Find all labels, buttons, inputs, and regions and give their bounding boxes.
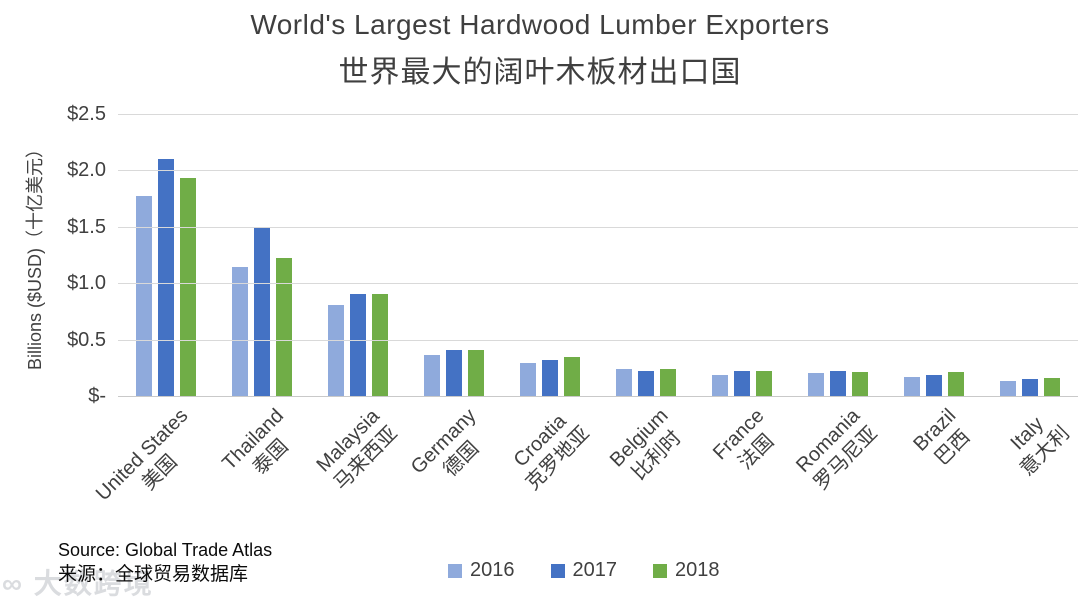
y-tick-label: $0.5 (67, 328, 106, 351)
bar-2016-italy (1000, 381, 1016, 396)
source-text-en: Source: Global Trade Atlas (58, 540, 273, 560)
bar-group-thailand (214, 114, 310, 396)
plot-area (118, 114, 1078, 397)
bar-2017-france (734, 371, 750, 396)
bar-2018-italy (1044, 377, 1060, 396)
source-text-zh: 来源：全球贸易数据库 (58, 564, 249, 586)
chart-subtitle: 世界最大的阔叶木板材出口国 (338, 56, 742, 89)
bar-group-germany (406, 114, 502, 396)
bar-2017-brazil (926, 374, 942, 396)
bar-2018-thailand (276, 258, 292, 396)
bar-2018-brazil (948, 372, 964, 396)
y-tick-label: $1.5 (67, 215, 106, 238)
legend-swatch-2018 (653, 563, 667, 578)
gridline (118, 170, 1078, 172)
bar-group-brazil (886, 114, 982, 396)
bar-2018-belgium (660, 368, 676, 396)
bar-2018-france (756, 371, 772, 396)
legend-swatch-2016 (448, 563, 462, 578)
y-tick-label: $- (88, 385, 106, 407)
bar-2017-croatia (542, 359, 558, 396)
bar-2016-malaysia (328, 304, 344, 396)
bar-group-romania (790, 114, 886, 396)
legend-entry-2016: 2016 (448, 559, 515, 582)
bar-2017-thailand (254, 226, 270, 396)
x-label-italy: Italy 意大利 (998, 404, 1076, 482)
bar-2016-thailand (232, 267, 248, 396)
source-note: Source: Global Trade Atlas 来源：全球贸易数据库 (58, 538, 272, 588)
bar-2018-united-states (180, 178, 196, 396)
x-label-united-states: United States 美国 (91, 404, 211, 524)
bar-groups (118, 114, 1078, 396)
bar-2018-croatia (564, 356, 580, 396)
y-axis-title: Billions ($USD)（十亿美元） (16, 114, 52, 396)
bar-2017-belgium (638, 371, 654, 396)
bar-2017-united-states (158, 159, 174, 396)
x-label-romania: Romania 罗马尼亚 (791, 404, 883, 496)
bar-group-malaysia (310, 114, 406, 396)
gridline (118, 339, 1078, 341)
x-label-malaysia: Malaysia 马来西亚 (311, 404, 403, 496)
chart-title: World's Largest Hardwood Lumber Exporter… (250, 9, 830, 40)
bar-2017-germany (446, 349, 462, 396)
bar-2017-romania (830, 371, 846, 396)
gridline (118, 114, 1078, 115)
bar-2016-germany (424, 355, 440, 396)
bar-group-italy (982, 114, 1078, 396)
x-label-croatia: Croatia 克罗地亚 (503, 404, 595, 496)
x-label-france: France 法国 (708, 404, 787, 483)
legend-swatch-2017 (550, 563, 565, 578)
bar-2016-france (712, 374, 728, 396)
bar-2017-italy (1022, 379, 1038, 396)
x-label-germany: Germany 德国 (406, 404, 500, 498)
bar-2016-romania (808, 373, 824, 396)
bar-group-belgium (598, 114, 694, 396)
bar-2016-croatia (520, 363, 536, 396)
bar-group-france (694, 114, 790, 396)
bar-2017-malaysia (350, 294, 366, 396)
legend-label-2017: 2017 (572, 559, 618, 581)
y-tick-label: $1.0 (67, 272, 106, 295)
x-label-belgium: Belgium 比利时 (605, 404, 691, 490)
x-label-thailand: Thailand 泰国 (218, 404, 308, 494)
y-tick-label: $2.5 (67, 103, 106, 125)
y-tick-label: $2.0 (67, 159, 106, 182)
bar-2018-romania (852, 372, 868, 396)
legend-entry-2018: 2018 (653, 559, 720, 582)
bar-2016-brazil (904, 376, 920, 396)
bar-2016-united-states (136, 196, 152, 396)
gridline (118, 283, 1078, 285)
legend-label-2016: 2016 (470, 559, 515, 581)
bar-2018-germany (468, 349, 484, 396)
legend: 2016 2017 2018 (448, 559, 720, 582)
bar-group-croatia (502, 114, 598, 396)
legend-label-2018: 2018 (675, 559, 720, 581)
bar-2018-malaysia (372, 294, 388, 396)
watermark: ∞ 大数跨境 (2, 568, 154, 599)
x-label-brazil: Brazil 巴西 (909, 404, 980, 475)
bar-group-united-states (118, 114, 214, 396)
gridline (118, 226, 1078, 228)
bar-2016-belgium (616, 368, 632, 396)
legend-entry-2017: 2017 (550, 559, 618, 582)
